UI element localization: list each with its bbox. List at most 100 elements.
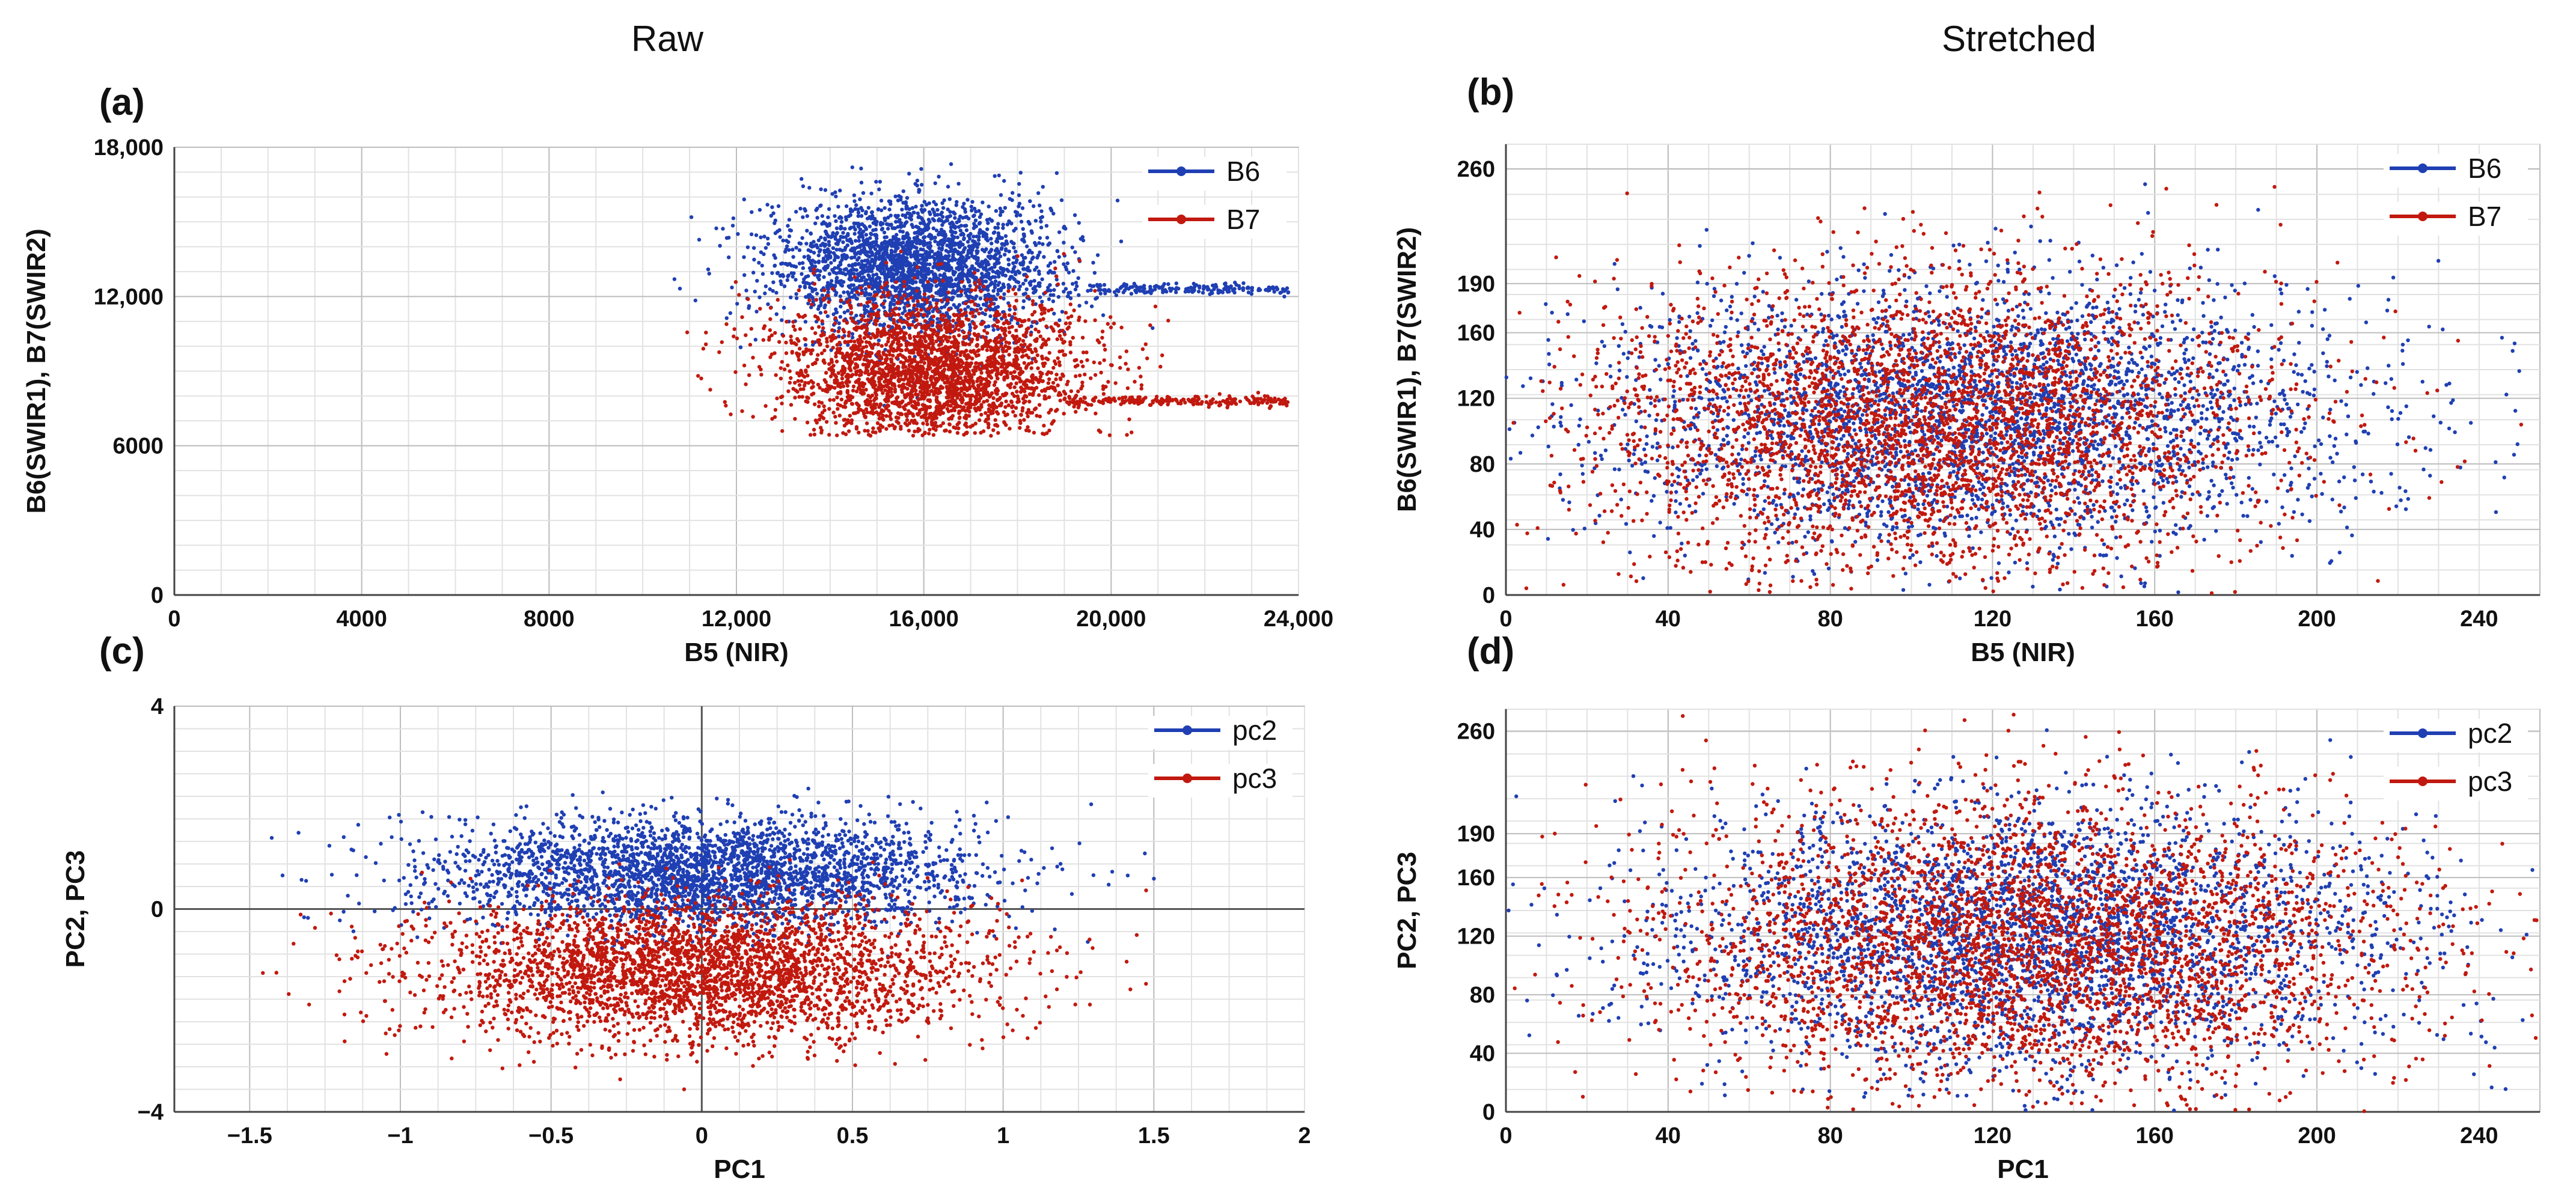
data-point (966, 305, 970, 309)
data-point (1092, 360, 1097, 365)
data-point (924, 407, 929, 412)
data-point (938, 273, 942, 277)
data-point (864, 388, 868, 392)
data-point (1014, 381, 1018, 385)
data-point (972, 239, 977, 244)
data-point (983, 293, 988, 298)
data-point (835, 231, 839, 235)
data-point (818, 342, 823, 346)
data-point (1002, 332, 1006, 336)
data-point (919, 166, 923, 171)
data-point (981, 274, 985, 278)
data-point (917, 188, 921, 192)
data-point (1062, 252, 1066, 256)
data-point (894, 306, 899, 311)
data-point (766, 242, 771, 246)
data-point (812, 282, 817, 286)
data-point (745, 245, 750, 249)
data-point (1008, 308, 1012, 312)
data-point (836, 371, 841, 375)
data-point (1071, 282, 1075, 286)
data-point (914, 307, 919, 311)
data-point (802, 255, 807, 259)
data-point (867, 224, 872, 228)
data-point (693, 298, 698, 303)
data-point (831, 346, 835, 350)
data-point (946, 298, 950, 302)
data-point (1022, 418, 1026, 422)
data-point (801, 184, 806, 188)
data-point (884, 353, 889, 358)
data-point (974, 294, 979, 299)
data-point (1068, 350, 1073, 355)
data-point (919, 183, 924, 187)
data-point (956, 182, 961, 186)
data-point (1009, 382, 1013, 386)
data-point (1107, 433, 1112, 438)
data-point (940, 210, 944, 215)
data-point (866, 241, 870, 246)
data-point (1015, 389, 1019, 394)
data-point (1028, 260, 1033, 264)
data-point (798, 327, 803, 331)
data-point (1143, 290, 1147, 295)
data-point (1002, 178, 1006, 183)
data-point (889, 213, 893, 218)
data-point (1023, 255, 1027, 260)
data-point (1124, 283, 1128, 288)
data-point (876, 342, 880, 346)
data-point (952, 272, 956, 276)
data-point (768, 328, 772, 332)
data-point (998, 206, 1003, 211)
data-point (1250, 288, 1254, 293)
data-point (917, 397, 922, 401)
data-point (864, 402, 868, 406)
data-point (905, 196, 910, 200)
data-point (820, 319, 824, 323)
data-point (834, 350, 839, 355)
data-point (839, 298, 843, 302)
data-point (902, 279, 907, 284)
data-point (1106, 380, 1110, 384)
data-point (788, 369, 792, 373)
data-point (996, 222, 1000, 226)
data-point (969, 350, 974, 354)
data-point (1153, 304, 1158, 309)
data-point (815, 291, 819, 296)
data-point (1021, 401, 1026, 405)
data-point (822, 288, 827, 293)
data-point (836, 242, 840, 246)
data-point (763, 291, 767, 296)
data-point (1057, 349, 1062, 353)
data-point (821, 259, 825, 264)
data-point (877, 254, 882, 258)
data-point (1068, 321, 1072, 325)
data-point (937, 408, 941, 412)
data-point (1126, 367, 1130, 371)
data-point (763, 404, 768, 408)
data-point (836, 384, 840, 388)
data-point (1068, 290, 1072, 294)
data-point (1022, 361, 1027, 365)
data-point (926, 432, 931, 436)
data-point (1017, 376, 1022, 381)
data-point (905, 240, 910, 244)
data-point (863, 251, 867, 255)
data-point (785, 244, 789, 248)
data-point (812, 240, 816, 244)
data-point (753, 289, 757, 294)
data-point (820, 222, 824, 226)
data-point (1047, 241, 1052, 245)
data-point (1014, 406, 1018, 410)
data-point (921, 421, 925, 426)
data-point (1214, 285, 1219, 289)
data-point (786, 363, 790, 368)
data-point (819, 187, 823, 192)
data-point (1054, 377, 1058, 382)
data-point (931, 265, 935, 269)
data-point (1052, 311, 1056, 316)
data-point (939, 386, 944, 390)
data-point (747, 373, 751, 377)
data-point (786, 389, 791, 394)
data-point (918, 242, 922, 246)
